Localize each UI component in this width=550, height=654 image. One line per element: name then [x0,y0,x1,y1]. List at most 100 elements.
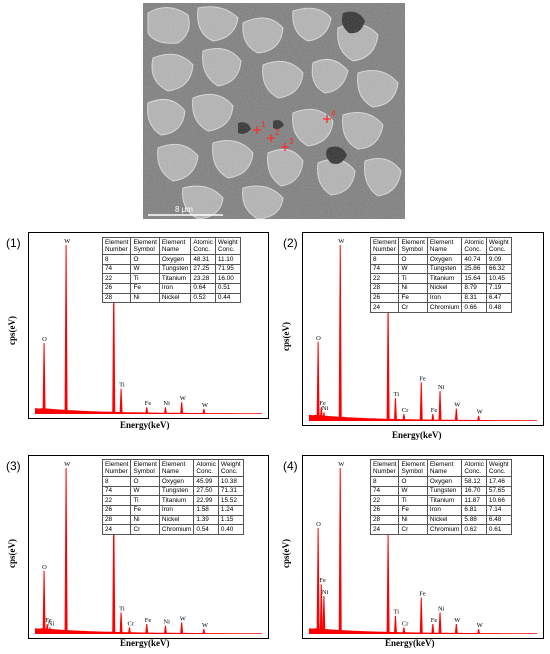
table-header-cell: Weight Conc. [485,236,512,256]
sem-point-label-4: 4 [331,109,336,118]
table-row: 24 Cr Chromium 0.62 0.61 [369,524,512,535]
table-cell: 15.52 [217,495,244,506]
panel-3-x-axis-label: Energy(keV) [120,638,170,648]
panel-3-spectrum: OFeNiWTiTiCrFeNiWW [35,461,262,634]
header-line: Element [133,238,157,246]
panel-4-number: (4) [283,459,298,473]
table-row: 8 O Oxygen 45.99 10.38 [101,476,244,487]
table-header-cell: Element Symbol [130,236,160,256]
table-cell: Ni [398,282,428,294]
table-cell: 0.61 [485,524,512,535]
panel-4-x-axis-label: Energy(keV) [385,638,435,648]
header-line: Number [373,468,396,476]
peak-label: W [338,461,345,468]
spectrum-peak [180,622,184,634]
header-line: Element [105,238,129,246]
header-line: Weight [217,238,238,246]
peak-label: Fe [45,617,52,624]
table-cell: Oxygen [158,254,192,265]
table-cell: O [398,254,428,265]
table-row: 8 O Oxygen 58.12 17.46 [369,476,512,487]
table-row: 74 W Tungsten 27.25 71.95 [101,263,241,275]
spectrum-peak [477,415,481,421]
sem-micrograph: 1 2 3 4 8 μm [143,3,405,219]
table-cell: Iron [426,292,463,304]
header-line: Name [429,246,447,254]
sem-point-label-1: 1 [261,120,266,129]
table-cell: Ti [398,495,428,506]
table-cell: Ni [398,514,428,526]
peak-label: Fe [145,617,152,624]
table-cell: 26 [101,504,132,516]
table-cell: Chromium [158,524,195,535]
table-cell: 24 [101,524,132,535]
spectrum-peak [163,625,167,634]
table-cell: 28 [101,514,132,526]
header-line: Symbol [401,246,423,254]
table-cell: 8 [369,476,400,487]
table-cell: 27.25 [190,263,216,275]
spectrum-peak [64,468,68,634]
table-cell: 1.39 [193,514,219,526]
panel-1-number: (1) [6,236,21,250]
peak-label: Ni [438,605,445,612]
table-cell: W [130,485,160,497]
spectrum-peak [145,624,149,634]
table-cell: 17.46 [485,476,512,487]
table-header-cell: Atomic Conc. [461,236,487,256]
peak-label: O [316,335,321,342]
table-cell: Cr [398,302,428,313]
panel-3-y-axis-label: cps(eV) [7,539,17,568]
table-cell: Tungsten [426,263,463,275]
header-line: Number [373,246,396,254]
table-cell: Titanium [158,495,195,506]
table-header-cell: Element Number [369,458,400,478]
table-row: 28 Ni Nickel 8.79 7.19 [369,282,512,294]
header-line: Conc. [217,246,235,254]
peak-label: Cr [128,620,135,627]
table-row: 26 Fe Iron 6.81 7.14 [369,504,512,516]
table-cell: Cr [398,524,428,535]
table-cell: 1.58 [193,504,219,516]
header-line: Atomic [196,460,216,468]
header-line: Element [429,460,454,468]
peak-label: Fe [319,577,326,584]
table-header-cell: Atomic Conc. [190,236,216,256]
table-cell: 74 [101,485,132,497]
table-cell: Fe [130,282,160,294]
header-line: Element [401,238,425,246]
table-cell: Oxygen [158,476,195,487]
peak-label: W [454,617,461,624]
table-row: 74 W Tungsten 27.50 71.31 [101,485,244,497]
header-line: Conc. [464,468,482,476]
table-row: 8 O Oxygen 40.74 9.09 [369,254,512,265]
sem-point-label-2: 2 [275,128,280,137]
peak-label: O [316,521,321,528]
spectrum-peak [338,245,342,421]
table-cell: Tungsten [158,263,192,275]
table-cell: Fe [398,504,428,516]
scale-bar-label: 8 μm [175,205,193,214]
header-line: Atomic [464,238,484,246]
header-line: Conc. [488,468,506,476]
peak-label: O [42,336,47,343]
table-cell: 11.10 [214,254,241,265]
header-line: Weight [220,460,241,468]
spectrum-peak [319,406,323,421]
table-cell: Nickel [158,514,195,526]
peak-label: Cr [402,620,409,627]
peak-label: Fe [419,375,426,382]
peak-label: Ni [322,589,329,596]
header-line: Symbol [133,246,155,254]
peak-label: W [180,395,187,402]
table-cell: 1.24 [217,504,244,516]
table-cell: W [398,263,428,275]
peak-label: Ti [394,391,400,398]
header-line: Number [105,468,128,476]
table-cell: 45.99 [193,476,219,487]
peak-label: W [338,238,345,245]
table-cell: Titanium [426,273,463,284]
table-header-cell: Atomic Conc. [461,458,487,478]
table-row: 22 Ti Titanium 23.28 16.00 [101,273,241,284]
table-header-cell: Weight Conc. [485,458,512,478]
